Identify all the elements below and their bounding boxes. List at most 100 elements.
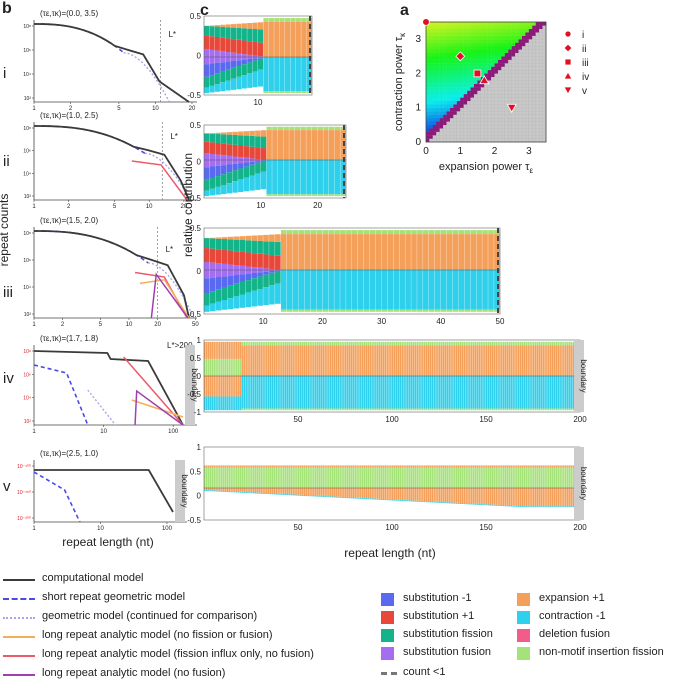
c-bar-segment bbox=[444, 488, 447, 503]
a-cell bbox=[484, 32, 488, 36]
c-bar-segment bbox=[314, 465, 317, 468]
c-bar-segment bbox=[376, 341, 379, 346]
c-bar-segment bbox=[529, 488, 531, 507]
c-bar-segment bbox=[369, 488, 372, 499]
a-cell bbox=[436, 25, 440, 30]
a-cell bbox=[463, 66, 468, 71]
c-bar-segment bbox=[243, 157, 250, 160]
a-cell bbox=[487, 100, 492, 105]
a-cell bbox=[446, 111, 451, 115]
a-cell bbox=[498, 39, 502, 43]
a-cell bbox=[439, 39, 444, 43]
a-cell bbox=[470, 22, 475, 26]
a-cell bbox=[539, 52, 543, 57]
a-cell bbox=[443, 56, 447, 60]
c-bar-segment bbox=[439, 341, 441, 346]
c-bar-segment bbox=[290, 467, 293, 488]
c-bar-segment bbox=[329, 488, 332, 497]
c-bar-segment bbox=[249, 160, 255, 162]
b-x-tick-label: 20 bbox=[189, 106, 196, 112]
c-bar-segment bbox=[386, 499, 388, 501]
c-bar-segment bbox=[373, 341, 375, 346]
row-label-i: i bbox=[3, 65, 7, 82]
a-cell bbox=[429, 39, 434, 43]
c-bar-segment bbox=[272, 126, 278, 131]
legend-line-label: short repeat geometric model bbox=[42, 591, 186, 603]
c-bar-segment bbox=[281, 345, 283, 376]
c-bar-segment bbox=[209, 142, 216, 154]
a-cell bbox=[474, 76, 478, 81]
c-bar-segment bbox=[318, 408, 321, 411]
c-bar-segment bbox=[273, 376, 276, 409]
c-bar-segment bbox=[568, 376, 571, 409]
c-bar-segment bbox=[309, 376, 311, 409]
c-bar-segment bbox=[243, 160, 250, 163]
c-bar-segment bbox=[508, 376, 511, 409]
c-bar-segment bbox=[224, 376, 227, 397]
a-cell bbox=[522, 42, 526, 47]
a-cell bbox=[518, 93, 523, 98]
c-bar-segment bbox=[531, 376, 533, 409]
c-bar-segment bbox=[540, 376, 543, 409]
a-cell bbox=[460, 66, 464, 71]
a-cell bbox=[446, 100, 451, 105]
c-bar-segment bbox=[390, 341, 392, 346]
c-bar-segment bbox=[399, 376, 402, 409]
a-cell bbox=[501, 22, 506, 26]
a-cell bbox=[439, 118, 444, 122]
a-cell bbox=[460, 49, 464, 54]
c-bar-segment bbox=[437, 467, 439, 488]
c-bar-segment bbox=[412, 376, 415, 409]
c-bar-segment bbox=[328, 126, 335, 131]
c-bar-segment bbox=[363, 341, 366, 346]
b-y-tick-label: 10⁶ bbox=[23, 258, 31, 264]
c-bar-segment bbox=[346, 465, 349, 468]
c-bar-segment bbox=[226, 467, 229, 488]
c-boundary-label: boundary bbox=[579, 467, 588, 500]
c-bar-segment bbox=[343, 467, 345, 488]
c-bar-segment bbox=[286, 309, 293, 312]
c-bar-segment bbox=[555, 465, 558, 468]
a-cell bbox=[518, 32, 523, 36]
c-bar-segment bbox=[386, 341, 388, 346]
legend-color-swatch bbox=[517, 593, 530, 606]
c-bar-segment bbox=[452, 408, 454, 411]
a-cell bbox=[426, 131, 430, 136]
legend-box-label: non-motif insertion fission bbox=[539, 646, 664, 658]
c-bar-segment bbox=[284, 376, 287, 409]
a-cell bbox=[473, 131, 478, 136]
c-bar-segment bbox=[506, 376, 509, 409]
c-bar-segment bbox=[214, 25, 220, 27]
c-bar-segment bbox=[403, 467, 405, 488]
a-cell bbox=[470, 117, 475, 122]
b-boundary-label: boundary bbox=[180, 474, 189, 507]
c-bar-segment bbox=[286, 230, 293, 235]
c-bar-segment bbox=[345, 467, 347, 488]
c-bar-segment bbox=[448, 345, 450, 376]
a-cell bbox=[449, 117, 454, 122]
c-bar-segment bbox=[399, 467, 402, 488]
a-cell bbox=[521, 104, 526, 109]
c-bar-segment bbox=[268, 18, 274, 22]
a-cell bbox=[463, 42, 468, 47]
c-bar-segment bbox=[204, 25, 210, 36]
a-cell bbox=[436, 28, 440, 33]
a-cell bbox=[491, 25, 495, 30]
c-bar-segment bbox=[516, 488, 518, 506]
a-cell bbox=[525, 35, 530, 40]
c-bar-segment bbox=[418, 341, 420, 346]
c-bar-segment bbox=[433, 501, 435, 503]
c-bar-segment bbox=[427, 501, 430, 503]
b-boundary-label: boundary bbox=[190, 368, 199, 401]
c-bar-segment bbox=[521, 345, 524, 376]
c-bar-segment bbox=[346, 467, 349, 488]
c-bar-segment bbox=[487, 467, 490, 488]
c-bar-segment bbox=[316, 234, 323, 270]
c-bar-segment bbox=[260, 488, 262, 493]
c-bar-segment bbox=[329, 408, 332, 411]
a-cell bbox=[491, 131, 495, 136]
c-bar-segment bbox=[350, 467, 353, 488]
c-bar-segment bbox=[277, 194, 284, 197]
